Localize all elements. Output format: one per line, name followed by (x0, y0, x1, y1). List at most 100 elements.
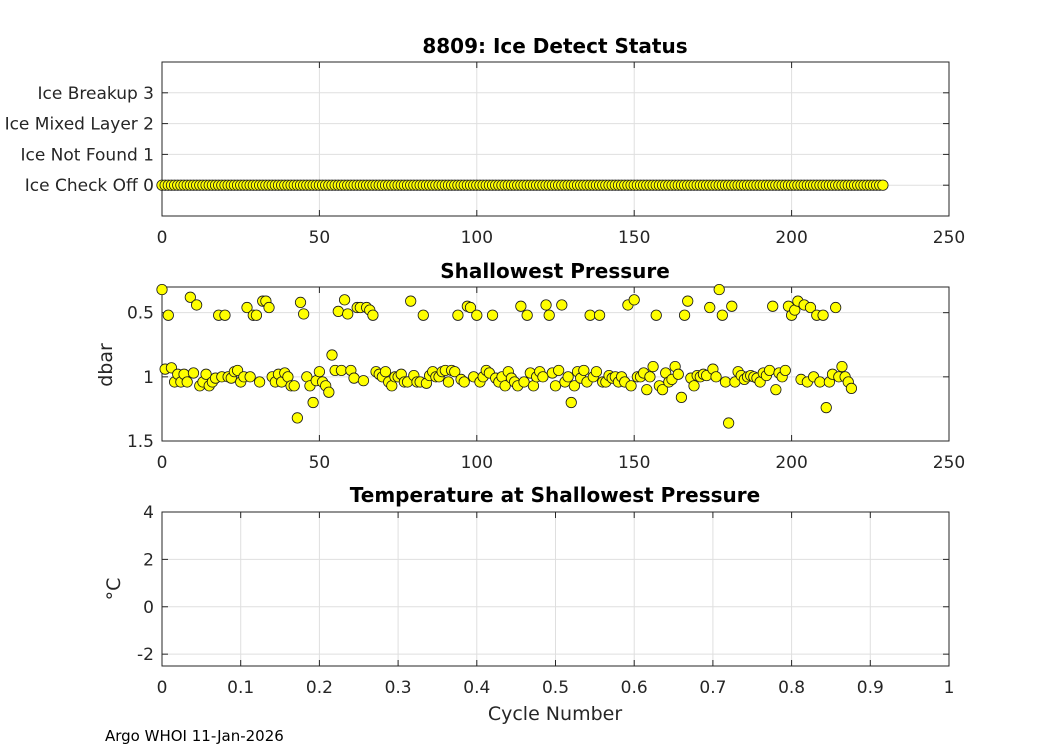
ice-detect-title: 8809: Ice Detect Status (422, 34, 687, 58)
pressure-data-point (726, 300, 738, 312)
temperature-panel: Temperature at Shallowest Pressure °C Cy… (103, 483, 954, 725)
pressure-data-point (568, 380, 580, 392)
pressure-data-point (442, 376, 455, 388)
pressure-data-point (338, 294, 351, 306)
pressure-data-point (845, 382, 858, 394)
pressure-data-point (656, 384, 669, 396)
temperature-x-tick-label: 0.3 (385, 678, 412, 698)
pressure-data-point (405, 295, 417, 307)
ice-detect-x-tick-label: 50 (309, 228, 331, 248)
pressure-data-point (553, 364, 565, 377)
pressure-x-tick-label: 100 (461, 453, 493, 473)
pressure-data-point (471, 309, 483, 321)
pressure-data-point (367, 309, 379, 321)
pressure-data-point (357, 375, 370, 387)
pressure-data-point (449, 366, 461, 378)
pressure-x-tick-label: 250 (933, 453, 965, 473)
pressure-x-tick-label: 150 (618, 453, 650, 473)
shallowest-pressure-panel: Shallowest Pressure dbar 0 50 100 150 200 250… (95, 259, 965, 473)
pressure-data-point (650, 309, 662, 321)
pressure-data-point (486, 309, 499, 321)
temperature-x-tick-label: 0.6 (621, 678, 648, 698)
pressure-data-point (688, 380, 700, 392)
pressure-data-point (313, 366, 325, 378)
temperature-x-tick-label: 0 (157, 678, 168, 698)
pressure-data-point (672, 368, 684, 380)
ice-detect-x-tick-label: 250 (933, 228, 965, 248)
pressure-data-point (584, 309, 596, 321)
pressure-data-point (549, 380, 562, 392)
pressure-data-point (675, 391, 688, 403)
pressure-data-point (767, 300, 779, 312)
pressure-data-point (335, 364, 348, 377)
x-axis-label-cycle-number: Cycle Number (488, 703, 622, 725)
pressure-data-point (263, 301, 275, 314)
pressure-x-tick-label: 50 (309, 453, 331, 473)
pressure-data-point (817, 309, 829, 321)
pressure-data-point (678, 309, 691, 321)
ice-detect-x-tick-label: 100 (461, 228, 493, 248)
temperature-y-tick-label: 2 (143, 550, 154, 570)
pressure-x-tick-label: 200 (775, 453, 807, 473)
ice-detect-status-panel: 8809: Ice Detect Status 0 50 100 150 200 250 I… (5, 34, 966, 248)
pressure-data-point (556, 299, 568, 311)
ice-detect-data-point (877, 179, 889, 191)
ice-detect-x-tick-label: 200 (775, 228, 807, 248)
pressure-data-point (464, 301, 477, 314)
pressure-y-axis-label: dbar (95, 343, 117, 387)
pressure-data-point (348, 372, 360, 384)
temperature-x-tick-label: 0.9 (857, 678, 884, 698)
pressure-data-point (515, 300, 527, 312)
footer-text: Argo WHOI 11-Jan-2026 (105, 727, 284, 745)
ice-detect-y-tick-label: Ice Check Off 0 (25, 176, 154, 196)
pressure-data-point (716, 309, 728, 321)
pressure-data-point (830, 301, 842, 314)
pressure-data-point (499, 380, 511, 392)
pressure-data-point (417, 309, 429, 321)
pressure-data-point (458, 376, 470, 388)
pressure-data-point (628, 294, 640, 306)
pressure-data-point (250, 309, 263, 321)
pressure-data-point (779, 364, 791, 377)
pressure-data-point (537, 371, 549, 383)
temperature-x-tick-label: 0.4 (463, 678, 490, 698)
ice-detect-x-tick-label: 0 (157, 228, 168, 248)
pressure-data-point (156, 283, 168, 296)
pressure-data-point (298, 308, 310, 320)
pressure-data-point (565, 396, 577, 409)
pressure-data-point (184, 291, 196, 303)
pressure-data-point (644, 371, 656, 383)
pressure-data-point (191, 299, 203, 311)
temperature-axes-frame (161, 511, 950, 667)
pressure-data-point (804, 301, 817, 314)
pressure-data-point (452, 309, 464, 321)
shallowest-pressure-title: Shallowest Pressure (440, 259, 670, 283)
ice-detect-y-tick-label: Ice Not Found 1 (20, 145, 154, 165)
pressure-y-tick-label: 1.5 (127, 432, 154, 452)
pressure-y-tick-label: 1 (143, 368, 154, 388)
pressure-data-point (244, 371, 256, 383)
pressure-data-point (647, 360, 659, 373)
pressure-data-point (578, 364, 590, 377)
pressure-data-point (379, 366, 392, 378)
temperature-y-axis-label: °C (103, 578, 125, 601)
ice-detect-y-tick-label: Ice Mixed Layer 2 (5, 115, 154, 135)
pressure-data-point (540, 299, 552, 311)
pressure-data-point (241, 301, 253, 314)
pressure-y-tick-label: 0.5 (127, 304, 154, 324)
pressure-data-point (723, 417, 735, 429)
pressure-x-tick-label: 0 (157, 453, 168, 473)
temperature-x-tick-label: 0.8 (778, 678, 805, 698)
pressure-data-point (288, 380, 300, 392)
pressure-data-point (521, 309, 533, 321)
pressure-data-point (562, 371, 574, 383)
pressure-data-point (332, 305, 344, 317)
pressure-data-point (342, 308, 354, 320)
pressure-data-point (307, 396, 319, 409)
temperature-y-tick-label: -2 (137, 645, 154, 665)
ice-detect-axes-background (161, 61, 950, 217)
ice-detect-y-tick-label: Ice Breakup 3 (38, 84, 155, 104)
pressure-data-point (294, 296, 307, 308)
